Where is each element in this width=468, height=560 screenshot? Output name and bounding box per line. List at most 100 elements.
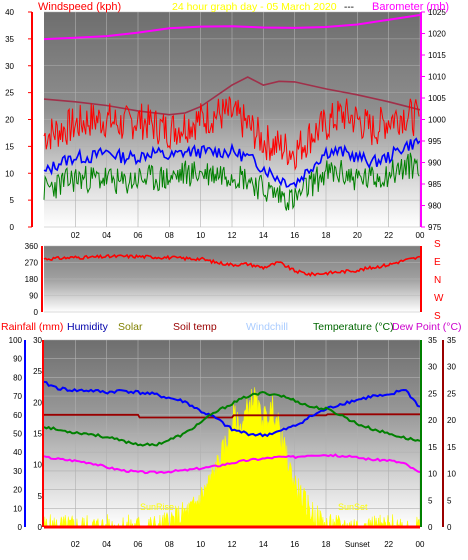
rain-tick-6: 60	[13, 411, 22, 420]
legend-dewpoint: Dew Point (°C)	[392, 321, 462, 333]
rain-tick-3: 30	[13, 467, 22, 476]
barometer-line	[43, 14, 421, 41]
wind-average-line	[43, 137, 421, 189]
climate-x-tick-3: 08	[165, 540, 174, 549]
dew-tick-7: 35	[447, 336, 456, 345]
baro-right-tick-6: 1005	[428, 94, 446, 103]
wind-x-tick-7: 16	[290, 231, 299, 240]
wind-left-tick-3: 15	[5, 142, 14, 151]
direction-series	[43, 253, 421, 277]
wind-x-tick-11: 00	[416, 231, 425, 240]
legend-temperature: Temperature (°C)	[313, 321, 394, 333]
humidity-tick-1: 5	[38, 492, 43, 501]
wind-x-tick-8: 18	[322, 231, 331, 240]
dew-tick-5: 25	[447, 389, 456, 398]
wind-left-tick-2: 10	[5, 169, 14, 178]
rain-tick-2: 20	[13, 486, 22, 495]
dir-tick-2: 180	[25, 275, 39, 284]
baro-right-tick-2: 985	[428, 180, 442, 189]
wind-direction-line	[43, 253, 421, 277]
dewpoint-line	[43, 453, 421, 475]
wind-axes: 0510152025303540975980985990995100010051…	[5, 8, 446, 240]
legend-solar: Solar	[118, 321, 143, 333]
humidity-tick-0: 0	[38, 523, 43, 532]
compass-w: W	[434, 293, 444, 304]
graph-title: 24 hour graph day - 05 March 2020	[172, 1, 337, 13]
dir-tick-3: 270	[25, 259, 39, 268]
wind-x-tick-10: 22	[384, 231, 393, 240]
humidity-tick-2: 10	[33, 461, 42, 470]
rain-tick-8: 80	[13, 373, 22, 382]
baro-right-tick-3: 990	[428, 159, 442, 168]
climate-x-tick-9: Sunset	[345, 540, 371, 549]
climate-x-tick-10: 22	[384, 540, 393, 549]
baro-right-tick-5: 1000	[428, 116, 446, 125]
climate-x-tick-11: 00	[416, 540, 425, 549]
wind-left-tick-6: 30	[5, 62, 14, 71]
wind-gust-line	[43, 96, 420, 171]
climate-x-tick-8: 18	[322, 540, 331, 549]
wind-x-tick-0: 02	[71, 231, 80, 240]
dir-tick-1: 90	[29, 292, 38, 301]
dew-tick-2: 10	[447, 470, 456, 479]
wind-x-tick-4: 10	[196, 231, 205, 240]
soil-temp-line	[44, 413, 420, 419]
sunrise-label: SunRise	[140, 502, 174, 512]
direction-grid	[44, 245, 420, 313]
wind-left-tick-1: 5	[10, 196, 15, 205]
wind-low-line	[43, 152, 420, 211]
baro-right-tick-0: 975	[428, 223, 442, 232]
legend-soil-temp: Soil temp	[173, 321, 217, 333]
climate-series	[43, 380, 421, 529]
temp-tick-5: 25	[428, 389, 437, 398]
wind-series	[43, 14, 421, 211]
climate-x-tick-1: 04	[102, 540, 111, 549]
dew-tick-6: 30	[447, 363, 456, 372]
climate-x-tick-2: 06	[134, 540, 143, 549]
legend-humidity: Humidity	[67, 321, 109, 333]
dew-tick-4: 20	[447, 416, 456, 425]
temp-tick-2: 10	[428, 470, 437, 479]
rain-tick-5: 50	[13, 430, 22, 439]
climate-x-tick-0: 02	[71, 540, 80, 549]
climate-x-tick-7: 16	[290, 540, 299, 549]
wind-x-tick-9: 20	[353, 231, 362, 240]
dir-tick-4: 360	[25, 242, 39, 251]
wind-left-tick-5: 25	[5, 89, 14, 98]
baro-right-tick-9: 1020	[428, 30, 446, 39]
compass-s-top: S	[434, 239, 441, 250]
barometer-axis-label: Barometer (mb)	[372, 1, 449, 13]
temperature-line	[43, 390, 421, 447]
dew-tick-0: 0	[447, 523, 452, 532]
wind-x-tick-5: 12	[228, 231, 237, 240]
temp-tick-7: 35	[428, 336, 437, 345]
wind-left-tick-7: 35	[5, 35, 14, 44]
compass-e: E	[434, 257, 441, 268]
wind-x-tick-2: 06	[134, 231, 143, 240]
humidity-tick-6: 30	[33, 336, 42, 345]
temp-tick-4: 20	[428, 416, 437, 425]
rain-tick-4: 40	[13, 448, 22, 457]
direction-axes: 0 90 180 270 360	[25, 242, 422, 317]
legend-rainfall: Rainfall (mm)	[1, 321, 63, 333]
windspeed-axis-label: Windspeed (kph)	[38, 1, 121, 13]
humidity-tick-5: 25	[33, 367, 42, 376]
wind-direction-panel: 0 90 180 270 360 S E N W S	[25, 239, 444, 322]
sunset-label: SunSet	[338, 502, 368, 512]
dew-tick-3: 15	[447, 443, 456, 452]
baro-right-tick-7: 1010	[428, 73, 446, 82]
baro-right-tick-8: 1015	[428, 51, 446, 60]
rain-tick-10: 100	[9, 336, 23, 345]
humidity-tick-3: 15	[33, 430, 42, 439]
temp-tick-1: 5	[428, 496, 433, 505]
compass-labels: S E N W S	[434, 239, 444, 322]
temp-tick-0: 0	[428, 523, 433, 532]
climate-x-tick-4: 10	[196, 540, 205, 549]
dew-tick-1: 5	[447, 496, 452, 505]
temp-tick-6: 30	[428, 363, 437, 372]
wind-left-tick-4: 20	[5, 116, 14, 125]
